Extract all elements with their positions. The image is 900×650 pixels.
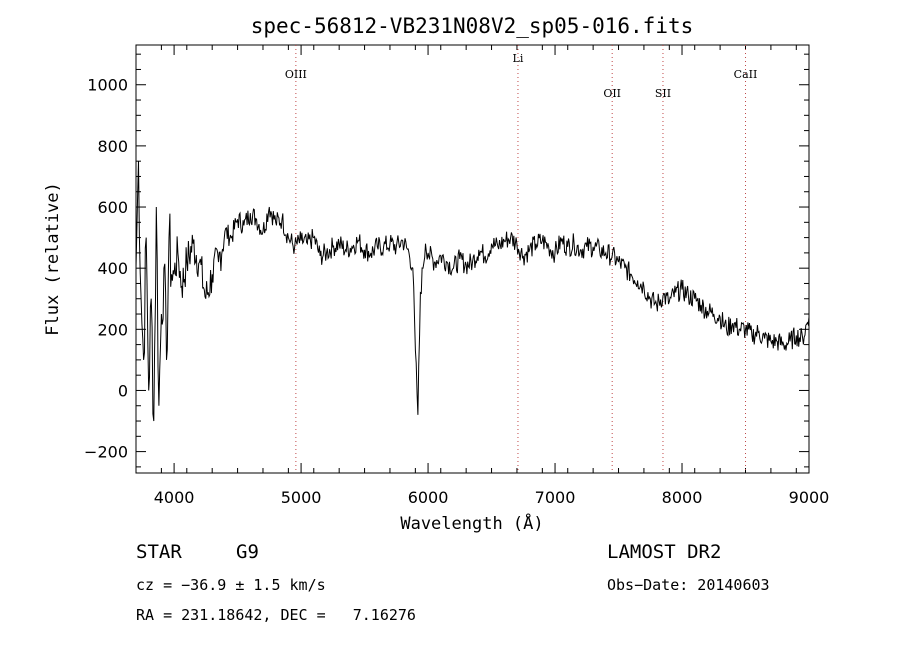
redshift-cz: cz = −36.9 ± 1.5 km/s xyxy=(136,576,326,594)
y-tick-label: 600 xyxy=(97,198,128,217)
x-tick-label: 9000 xyxy=(789,488,830,507)
x-axis-label: Wavelength (Å) xyxy=(400,512,543,534)
spectrum-series xyxy=(135,161,810,422)
line-label-li: Li xyxy=(513,52,524,65)
axis-ticks: 4000 5000 6000 7000 8000 9000 −200 0 200 400 600 80… xyxy=(84,45,829,507)
spectral-line-markers: OIII Li OII SII CaII xyxy=(285,45,758,473)
object-class: STAR xyxy=(136,541,182,563)
y-tick-label: 400 xyxy=(97,259,128,278)
x-tick-label: 4000 xyxy=(154,488,195,507)
object-subclass: G9 xyxy=(236,541,259,563)
line-label-caii: CaII xyxy=(734,68,758,81)
line-label-oiii: OIII xyxy=(285,68,307,81)
y-tick-label: 0 xyxy=(118,381,128,400)
y-tick-label: 1000 xyxy=(87,76,128,95)
chart-title: spec-56812-VB231N08V2_sp05-016.fits xyxy=(251,14,694,38)
ra-dec: RA = 231.18642, DEC = 7.16276 xyxy=(136,606,416,624)
y-axis-label: Flux (relative) xyxy=(43,182,63,336)
x-tick-label: 7000 xyxy=(535,488,576,507)
x-tick-label: 8000 xyxy=(662,488,703,507)
x-tick-label: 5000 xyxy=(281,488,322,507)
obs-date: Obs−Date: 20140603 xyxy=(607,576,770,594)
spectrum-line xyxy=(135,161,810,422)
y-tick-label: 200 xyxy=(97,320,128,339)
line-label-oii: OII xyxy=(603,87,621,100)
x-tick-label: 6000 xyxy=(408,488,449,507)
line-label-sii: SII xyxy=(655,87,671,100)
survey-name: LAMOST DR2 xyxy=(607,541,721,563)
y-tick-label: −200 xyxy=(84,443,128,462)
y-tick-label: 800 xyxy=(97,137,128,156)
